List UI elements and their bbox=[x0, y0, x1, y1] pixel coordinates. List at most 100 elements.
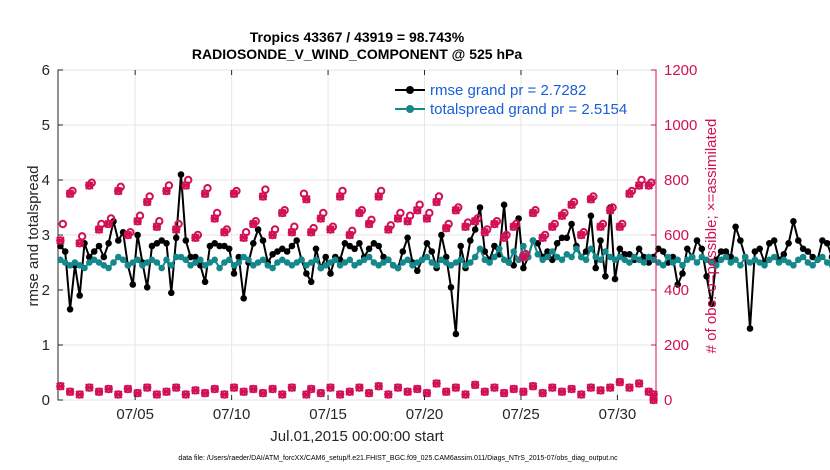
rmse-point bbox=[105, 240, 112, 247]
assimilated-obs-marker-low bbox=[75, 390, 84, 399]
assimilated-obs-marker-low bbox=[316, 388, 326, 398]
rmse-point bbox=[274, 248, 281, 255]
assimilated-obs-marker-high bbox=[615, 222, 625, 232]
y-tick-label-left: 3 bbox=[42, 227, 50, 244]
assimilated-obs-marker-high bbox=[576, 230, 586, 240]
assimilated-obs-marker-high bbox=[277, 208, 287, 218]
totalspread-point bbox=[645, 253, 653, 261]
rmse-point bbox=[322, 253, 330, 261]
assimilated-obs-marker-low bbox=[249, 384, 258, 394]
totalspread-point bbox=[467, 259, 474, 266]
rmse-point bbox=[722, 248, 730, 255]
assimilated-obs-marker-low bbox=[499, 388, 509, 398]
rmse-point bbox=[717, 248, 725, 255]
assimilated-obs-marker-low bbox=[171, 383, 181, 392]
totalspread-point bbox=[129, 259, 137, 266]
totalspread-point bbox=[163, 256, 170, 264]
assimilated-obs-marker-low bbox=[451, 383, 461, 392]
assimilated-obs-marker-high bbox=[625, 189, 634, 199]
totalspread-point bbox=[741, 253, 749, 261]
totalspread-point bbox=[558, 256, 566, 264]
assimilated-obs-marker-low bbox=[345, 387, 355, 397]
totalspread-point bbox=[312, 256, 320, 264]
totalspread-point bbox=[804, 259, 812, 266]
totalspread-point bbox=[616, 253, 624, 261]
totalspread-point bbox=[578, 253, 585, 261]
assimilated-obs-marker-high bbox=[220, 227, 229, 237]
totalspread-point bbox=[655, 259, 662, 266]
totalspread-point bbox=[95, 259, 103, 266]
rmse-point bbox=[182, 237, 190, 244]
rmse-point bbox=[452, 330, 460, 338]
rmse-point bbox=[602, 273, 609, 280]
assimilated-obs-marker-low bbox=[210, 384, 220, 394]
assimilated-obs-marker-low bbox=[287, 383, 297, 392]
totalspread-point bbox=[76, 262, 83, 269]
totalspread-point bbox=[496, 245, 503, 253]
totalspread-point bbox=[606, 253, 614, 261]
assimilated-obs-marker-high bbox=[142, 197, 152, 207]
assimilated-obs-marker-high bbox=[56, 236, 65, 245]
rmse-point bbox=[732, 223, 739, 231]
totalspread-point bbox=[139, 262, 146, 269]
rmse-point bbox=[737, 237, 744, 244]
x-tick-label: 07/20 bbox=[406, 406, 444, 423]
totalspread-point bbox=[153, 259, 161, 266]
rmse-point bbox=[100, 253, 108, 261]
rmse-point bbox=[225, 245, 233, 253]
totalspread-point bbox=[269, 264, 276, 272]
assimilated-obs-marker-low bbox=[393, 383, 403, 392]
totalspread-point bbox=[476, 245, 484, 253]
rmse-point bbox=[770, 237, 778, 244]
totalspread-point bbox=[115, 253, 122, 261]
rmse-point bbox=[756, 245, 763, 253]
totalspread-point bbox=[71, 259, 79, 266]
rmse-point bbox=[307, 278, 315, 286]
y-axis-label-right: # of obs: o=possible; ×=assimilated bbox=[703, 119, 720, 354]
totalspread-point bbox=[631, 253, 638, 261]
assimilated-obs-marker-low bbox=[85, 383, 94, 392]
totalspread-point bbox=[785, 259, 792, 266]
y-axis-label-left: rmse and totalspread bbox=[25, 166, 42, 307]
rmse-point bbox=[544, 248, 551, 255]
assimilated-obs-marker-low bbox=[374, 381, 383, 391]
totalspread-point bbox=[250, 262, 257, 269]
totalspread-point bbox=[279, 256, 286, 264]
legend-spread-label: totalspread grand pr = 2.5154 bbox=[430, 101, 627, 118]
totalspread-point bbox=[602, 248, 609, 255]
rmse-point bbox=[129, 281, 137, 288]
assimilated-obs-marker-low bbox=[364, 388, 374, 398]
rmse-point bbox=[708, 300, 715, 308]
totalspread-point bbox=[90, 256, 98, 264]
assimilated-obs-marker-high bbox=[162, 186, 171, 196]
assimilated-obs-marker-low bbox=[625, 383, 634, 392]
x-tick-label: 07/15 bbox=[309, 406, 347, 423]
totalspread-point bbox=[216, 264, 223, 272]
rmse-point bbox=[404, 234, 411, 242]
chart-title-line1: Tropics 43367 / 43919 = 98.743% bbox=[250, 29, 465, 45]
rmse-point bbox=[804, 248, 812, 255]
assimilated-obs-marker-low bbox=[548, 383, 557, 392]
totalspread-point bbox=[274, 259, 281, 266]
totalspread-point bbox=[346, 256, 354, 264]
y-tick-label-right: 600 bbox=[664, 227, 689, 244]
rmse-point bbox=[500, 201, 508, 209]
rmse-point bbox=[442, 253, 450, 261]
totalspread-point bbox=[553, 253, 561, 261]
assimilated-obs-marker-low bbox=[403, 387, 412, 397]
totalspread-point bbox=[520, 242, 527, 250]
rmse-point bbox=[95, 242, 103, 250]
totalspread-point bbox=[225, 256, 233, 264]
assimilated-obs-marker-low bbox=[229, 383, 239, 392]
rmse-point bbox=[90, 248, 98, 255]
assimilated-obs-marker-high bbox=[104, 219, 113, 229]
totalspread-point bbox=[727, 259, 735, 266]
totalspread-point bbox=[795, 256, 802, 264]
rmse-point bbox=[563, 234, 571, 242]
rmse-point bbox=[380, 253, 387, 261]
assimilated-obs-marker-high bbox=[85, 181, 94, 190]
totalspread-point bbox=[544, 253, 551, 261]
rmse-point bbox=[221, 242, 228, 250]
rmse-point bbox=[153, 240, 161, 247]
totalspread-point bbox=[462, 262, 469, 269]
